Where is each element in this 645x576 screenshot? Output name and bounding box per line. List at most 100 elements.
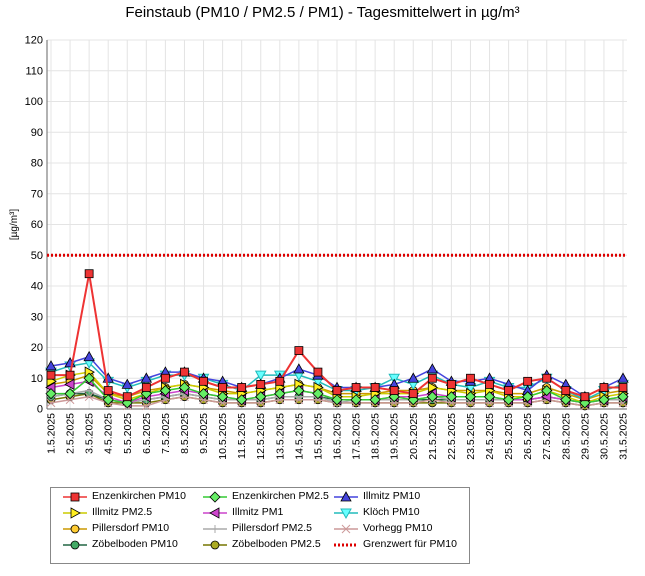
data-point xyxy=(294,346,304,355)
data-point xyxy=(542,373,552,383)
x-tick-label: 29.5.2025 xyxy=(579,413,591,460)
data-point xyxy=(178,381,191,394)
chart-title: Feinstaub (PM10 / PM2.5 / PM1) - Tagesmi… xyxy=(125,4,520,21)
data-point xyxy=(313,367,323,377)
data-point xyxy=(580,392,590,402)
y-tick-label: 100 xyxy=(25,96,43,108)
x-tick-label: 18.5.2025 xyxy=(370,413,382,460)
y-tick-label: 20 xyxy=(31,342,43,354)
x-tick-label: 24.5.2025 xyxy=(484,413,496,460)
data-point xyxy=(197,388,210,400)
y-tick-label: 60 xyxy=(31,219,43,231)
y-tick-label: 50 xyxy=(31,250,43,262)
x-tick-label: 2.5.2025 xyxy=(65,413,77,454)
line-chart: 0 10 20 30 40 50 60 70 80 90 100 110 120 1.5.2025 2.5.… xyxy=(9,35,630,460)
data-point xyxy=(446,379,456,389)
x-tick-label: 5.5.2025 xyxy=(122,413,134,454)
x-tick-label: 6.5.2025 xyxy=(141,413,153,454)
data-point xyxy=(255,391,267,403)
y-tick-label: 110 xyxy=(25,65,43,77)
data-point xyxy=(407,372,419,383)
data-point xyxy=(199,376,208,386)
data-point xyxy=(351,383,361,392)
data-point xyxy=(389,386,399,395)
y-tick-label: 80 xyxy=(31,158,43,170)
legend-swatch xyxy=(63,524,87,534)
data-point xyxy=(293,384,305,397)
y-tick-label: 10 xyxy=(31,373,43,385)
data-point xyxy=(121,378,133,389)
x-tick-label: 9.5.2025 xyxy=(198,413,210,454)
x-tick-label: 1.5.2025 xyxy=(46,413,58,454)
data-point xyxy=(103,386,113,395)
x-tick-label: 14.5.2025 xyxy=(293,413,305,460)
x-tick-label: 30.5.2025 xyxy=(598,413,610,460)
data-point xyxy=(254,370,267,382)
data-point xyxy=(236,394,248,406)
data-point xyxy=(466,373,475,383)
data-point xyxy=(426,363,439,374)
data-point xyxy=(369,394,381,406)
x-tick-label: 25.5.2025 xyxy=(503,413,515,460)
x-tick-label: 21.5.2025 xyxy=(427,413,439,460)
data-point xyxy=(180,367,189,377)
data-point xyxy=(85,386,94,395)
data-point xyxy=(84,269,94,279)
data-point xyxy=(541,384,553,397)
data-point xyxy=(102,394,114,406)
data-point xyxy=(84,392,94,402)
data-point xyxy=(504,386,514,395)
legend-label: Pillersdorf PM10 xyxy=(92,522,170,534)
y-tick-label: 120 xyxy=(25,35,43,47)
x-tick-label: 22.5.2025 xyxy=(446,413,458,460)
data-point xyxy=(122,392,132,402)
data-point xyxy=(370,383,380,392)
legend-label: Zöbelboden PM2.5 xyxy=(232,538,321,550)
x-tick-label: 13.5.2025 xyxy=(274,413,286,460)
data-point xyxy=(483,391,496,403)
x-tick-label: 23.5.2025 xyxy=(465,413,477,460)
y-tick-label: 30 xyxy=(31,311,43,323)
series-enzenkirchen-pm10 xyxy=(46,269,628,402)
x-tick-label: 12.5.2025 xyxy=(255,413,267,460)
legend-swatch xyxy=(334,543,358,547)
data-point xyxy=(65,370,75,380)
legend-swatch xyxy=(334,491,358,502)
data-point xyxy=(503,394,515,406)
data-point xyxy=(560,394,572,406)
data-point xyxy=(237,383,247,392)
data-point xyxy=(274,388,286,400)
data-point xyxy=(141,383,151,392)
legend-label: Pillersdorf PM2.5 xyxy=(232,522,312,534)
y-tick-label: 70 xyxy=(31,188,43,200)
data-point xyxy=(617,372,629,383)
data-point xyxy=(141,401,151,411)
legend-label: Illmitz PM10 xyxy=(363,490,421,502)
data-point xyxy=(256,379,266,389)
data-point xyxy=(64,388,76,400)
data-point xyxy=(331,394,343,406)
chart-legend: Enzenkirchen PM10 Enzenkirchen PM2.5 Illmi… xyxy=(50,487,470,564)
x-tick-label: 4.5.2025 xyxy=(103,413,115,454)
legend-swatch xyxy=(334,524,358,534)
data-point xyxy=(427,373,437,383)
data-point xyxy=(464,391,477,403)
x-tick-label: 7.5.2025 xyxy=(160,413,172,454)
data-point xyxy=(617,391,629,403)
x-tick-label: 8.5.2025 xyxy=(179,413,191,454)
data-point xyxy=(561,386,571,395)
data-point xyxy=(427,381,439,394)
data-point xyxy=(618,383,628,392)
legend-swatch xyxy=(203,540,227,550)
data-point xyxy=(599,383,609,392)
x-tick-label: 17.5.2025 xyxy=(351,413,363,460)
data-point xyxy=(46,370,56,380)
data-point xyxy=(160,373,170,383)
data-point xyxy=(312,388,324,400)
legend-label: Illmitz PM2.5 xyxy=(92,506,153,518)
legend-swatch xyxy=(203,507,227,519)
data-point xyxy=(217,391,229,403)
legend-swatch xyxy=(334,508,358,520)
legend-label: Zöbelboden PM10 xyxy=(92,538,178,550)
x-tick-label: 27.5.2025 xyxy=(541,413,553,460)
